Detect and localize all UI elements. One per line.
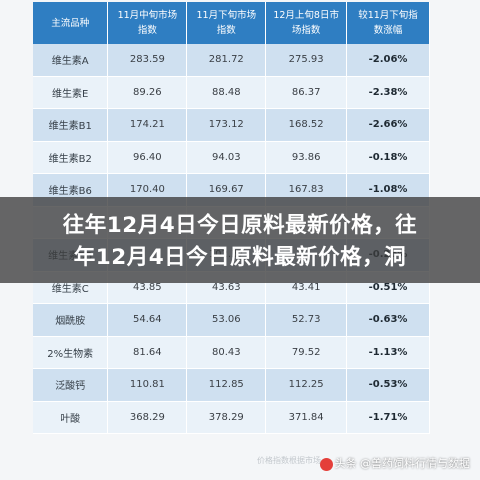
cell-change: -2.38% <box>347 76 430 109</box>
cell-early-dec: 93.86 <box>266 141 348 174</box>
cell-early-dec: 275.93 <box>266 44 348 77</box>
cell-mid-nov: 54.64 <box>108 304 188 337</box>
table-row: 维生素A 283.59 281.72 275.93 -2.06% <box>33 44 430 77</box>
cell-variety: 维生素B1 <box>33 109 109 142</box>
cell-variety: 维生素B2 <box>33 141 109 174</box>
title-line-1: 往年12月4日今日原料最新价格，往 <box>62 213 418 238</box>
cell-variety: 维生素A <box>33 44 109 77</box>
cell-early-dec: 52.73 <box>266 304 348 337</box>
cell-change: -2.06% <box>347 44 430 77</box>
cell-late-nov: 53.06 <box>187 304 267 337</box>
cell-change: -1.13% <box>347 336 430 369</box>
cell-mid-nov: 110.81 <box>108 369 188 402</box>
cell-variety: 2%生物素 <box>33 336 109 369</box>
header-early-dec: 12月上旬8日市 场指数 <box>266 2 348 44</box>
cell-change: -0.53% <box>347 369 430 402</box>
cell-early-dec: 86.37 <box>266 76 348 109</box>
cell-early-dec: 371.84 <box>266 401 348 434</box>
cell-mid-nov: 174.21 <box>108 109 188 142</box>
table-row: 泛酸钙 110.81 112.85 112.25 -0.53% <box>33 369 430 402</box>
cell-mid-nov: 81.64 <box>108 336 188 369</box>
title-overlay-banner <box>0 197 480 283</box>
header-change: 较11月下旬指 数涨幅 <box>347 2 430 44</box>
cell-mid-nov: 89.26 <box>108 76 188 109</box>
table-row: 维生素E 89.26 88.48 86.37 -2.38% <box>33 76 430 109</box>
cell-variety: 维生素E <box>33 76 109 109</box>
cell-early-dec: 79.52 <box>266 336 348 369</box>
cell-early-dec: 168.52 <box>266 109 348 142</box>
table-row: 烟酰胺 54.64 53.06 52.73 -0.63% <box>33 304 430 337</box>
cell-mid-nov: 368.29 <box>108 401 188 434</box>
cell-late-nov: 94.03 <box>187 141 267 174</box>
cell-variety: 泛酸钙 <box>33 369 109 402</box>
header-late-nov: 11月下旬市场 指数 <box>187 2 267 44</box>
cell-change: -2.66% <box>347 109 430 142</box>
cell-late-nov: 88.48 <box>187 76 267 109</box>
cell-mid-nov: 283.59 <box>108 44 188 77</box>
table-row: 维生素B1 174.21 173.12 168.52 -2.66% <box>33 109 430 142</box>
cell-late-nov: 281.72 <box>187 44 267 77</box>
toutiao-logo-icon <box>319 457 333 471</box>
header-variety: 主流品种 <box>33 2 109 44</box>
table-row: 维生素B2 96.40 94.03 93.86 -0.18% <box>33 141 430 174</box>
header-mid-nov: 11月中旬市场 指数 <box>108 2 188 44</box>
cell-change: -0.18% <box>347 141 430 174</box>
cell-late-nov: 112.85 <box>187 369 267 402</box>
cell-mid-nov: 96.40 <box>108 141 188 174</box>
cell-variety: 叶酸 <box>33 401 109 434</box>
watermark-text: 头条 @兽药饲料行情与数据 <box>334 457 471 470</box>
cell-late-nov: 80.43 <box>187 336 267 369</box>
cell-late-nov: 173.12 <box>187 109 267 142</box>
cell-early-dec: 112.25 <box>266 369 348 402</box>
cell-change: -0.63% <box>347 304 430 337</box>
cell-change: -1.71% <box>347 401 430 434</box>
table-row: 叶酸 368.29 378.29 371.84 -1.71% <box>33 401 430 434</box>
cell-variety: 烟酰胺 <box>33 304 109 337</box>
table-row: 2%生物素 81.64 80.43 79.52 -1.13% <box>33 336 430 369</box>
source-note: 价格指数根据市场 <box>257 456 321 465</box>
table-header-row: 主流品种 11月中旬市场 指数 11月下旬市场 指数 12月上旬8日市 场指数 较11… <box>33 2 430 44</box>
title-line-2: 年12月4日今日原料最新价格，洞 <box>73 245 407 270</box>
watermark: 头条 @兽药饲料行情与数据 <box>319 455 471 471</box>
cell-late-nov: 378.29 <box>187 401 267 434</box>
